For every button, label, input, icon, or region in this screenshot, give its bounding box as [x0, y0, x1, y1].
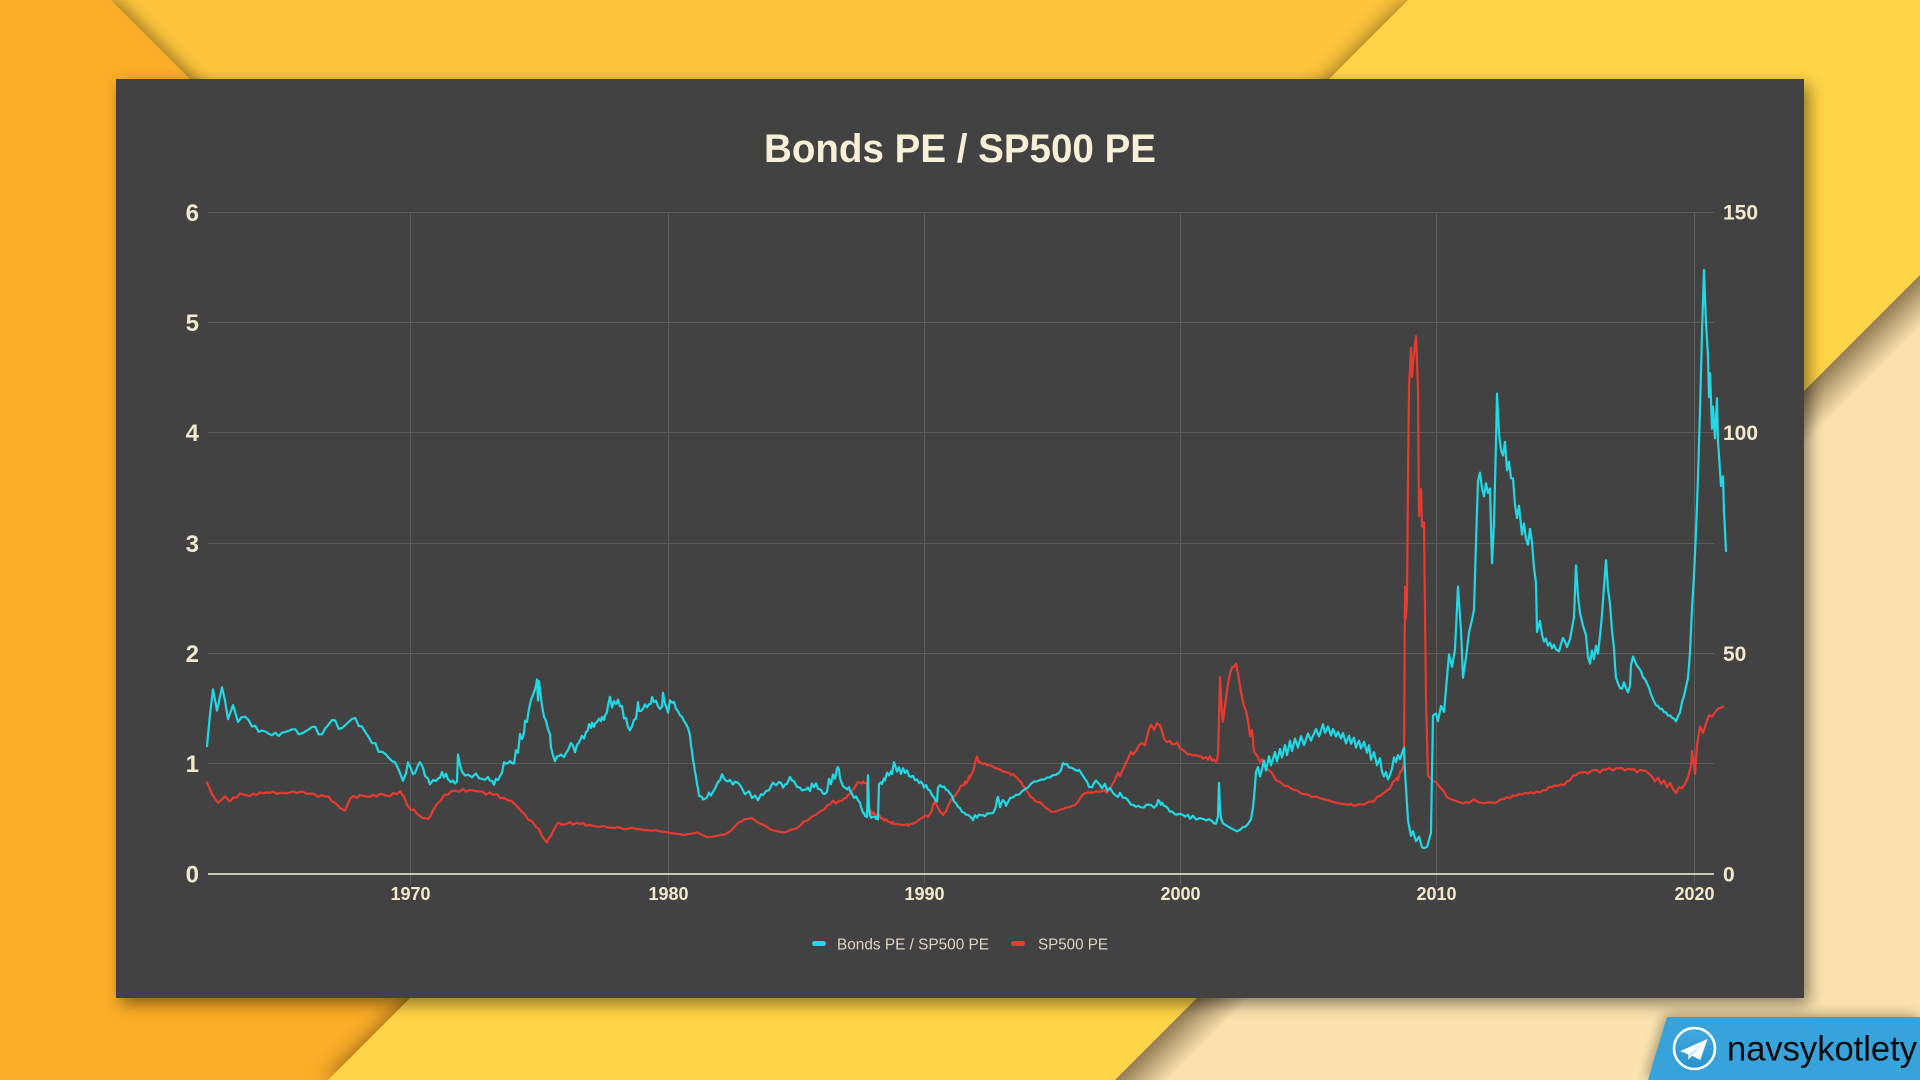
svg-text:1980: 1980: [648, 884, 688, 904]
svg-text:1990: 1990: [904, 884, 944, 904]
svg-text:50: 50: [1723, 643, 1746, 666]
svg-text:0: 0: [186, 862, 199, 889]
svg-text:4: 4: [186, 420, 200, 447]
svg-text:6: 6: [186, 200, 199, 227]
svg-text:0: 0: [1723, 864, 1735, 887]
svg-text:150: 150: [1723, 202, 1758, 225]
svg-text:navsykotlety: navsykotlety: [1727, 1030, 1917, 1069]
svg-text:3: 3: [186, 531, 199, 558]
svg-text:Bonds PE / SP500 PE: Bonds PE / SP500 PE: [764, 127, 1156, 171]
svg-text:100: 100: [1723, 422, 1758, 445]
svg-text:1: 1: [186, 751, 199, 778]
svg-text:2: 2: [186, 641, 199, 668]
svg-text:SP500 PE: SP500 PE: [1038, 937, 1108, 954]
svg-text:Bonds PE / SP500 PE: Bonds PE / SP500 PE: [837, 937, 989, 954]
svg-text:5: 5: [186, 310, 199, 337]
svg-text:1970: 1970: [390, 884, 430, 904]
svg-text:2000: 2000: [1160, 884, 1200, 904]
svg-text:2020: 2020: [1674, 884, 1714, 904]
svg-text:2010: 2010: [1416, 884, 1456, 904]
